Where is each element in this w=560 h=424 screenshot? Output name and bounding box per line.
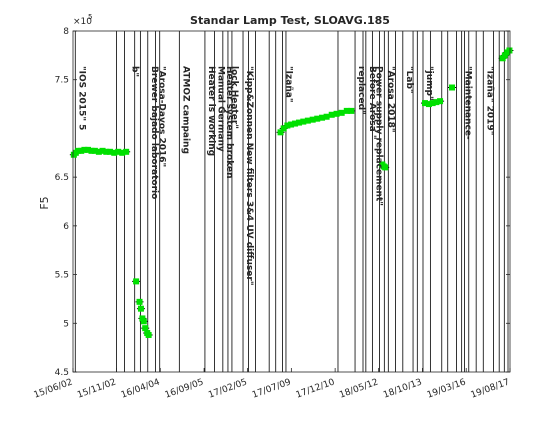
x-tick-label: 15/11/02 bbox=[76, 377, 117, 400]
data-point bbox=[284, 122, 291, 129]
data-point bbox=[142, 325, 149, 332]
annotation-label: Before Arosa " bbox=[367, 66, 377, 140]
y-tick-label: 5 bbox=[63, 319, 69, 329]
annotation-label: ATMOZ campaing bbox=[180, 66, 190, 154]
data-point bbox=[123, 148, 130, 155]
annotation-label: Heater system broken bbox=[224, 66, 234, 179]
y-tick-label: 8 bbox=[63, 27, 69, 37]
annotation-label: Heater is working bbox=[206, 66, 216, 156]
data-point bbox=[437, 98, 444, 105]
chart-title: Standar Lamp Test, SLOAVG.185 bbox=[190, 14, 390, 27]
data-point bbox=[300, 118, 307, 125]
annotation-label: "IOS 2015" 5 bbox=[76, 66, 86, 130]
annotation-label: "Izaña" bbox=[284, 66, 294, 103]
annotation-label: "Lab" bbox=[404, 66, 414, 94]
data-point bbox=[88, 147, 95, 154]
data-point bbox=[425, 101, 432, 108]
x-tick-label: 19/08/17 bbox=[470, 377, 511, 400]
data-point bbox=[140, 318, 147, 325]
data-point bbox=[145, 331, 152, 338]
x-tick-label: 16/09/05 bbox=[164, 377, 205, 400]
data-point bbox=[133, 278, 140, 285]
data-points bbox=[70, 47, 513, 338]
data-point bbox=[106, 148, 113, 155]
data-point bbox=[333, 110, 340, 117]
annotation-label: "Arosa 2018" bbox=[385, 66, 395, 133]
x-tick-label: 17/12/10 bbox=[295, 377, 337, 400]
y-axis-label: F5 bbox=[38, 196, 51, 209]
annotation-label: Power supply replacement" bbox=[373, 66, 383, 206]
data-point bbox=[319, 114, 326, 121]
y-exponent: ×10 5 bbox=[73, 13, 92, 27]
data-point bbox=[433, 99, 440, 106]
data-point bbox=[506, 47, 513, 54]
y-tick-label: 5.5 bbox=[55, 271, 69, 281]
data-point bbox=[75, 147, 82, 154]
data-point bbox=[348, 107, 355, 114]
data-point bbox=[119, 149, 126, 156]
data-point bbox=[91, 147, 98, 154]
y-tick-label: 6 bbox=[63, 222, 69, 232]
data-point bbox=[280, 125, 287, 132]
y-tick-label: 7.5 bbox=[55, 76, 69, 86]
annotation-label: b" bbox=[130, 66, 140, 77]
event-lines bbox=[74, 31, 509, 372]
x-ticks: 15/06/02 15/11/02 16/04/04 16/09/05 17/02/05… bbox=[33, 368, 511, 401]
data-point bbox=[421, 100, 428, 107]
data-point bbox=[95, 148, 102, 155]
data-point bbox=[288, 121, 295, 128]
annotations: "IOS 2015" 5 b" Brewer bajado laboratorio"… bbox=[76, 66, 494, 286]
data-point bbox=[309, 116, 316, 123]
data-point bbox=[78, 147, 85, 154]
data-point bbox=[323, 113, 330, 120]
data-point bbox=[111, 149, 118, 156]
x-tick-label: 17/02/05 bbox=[207, 377, 248, 400]
data-point bbox=[277, 129, 284, 136]
y-tick-label: 4.5 bbox=[55, 368, 69, 378]
data-point bbox=[136, 298, 143, 305]
data-point bbox=[99, 147, 106, 154]
y-exponent-power: 5 bbox=[88, 13, 92, 21]
x-tick-label: 18/10/13 bbox=[382, 377, 423, 400]
data-point bbox=[296, 119, 303, 126]
x-tick-label: 18/05/12 bbox=[338, 377, 379, 400]
y-tick-label: 6.5 bbox=[55, 173, 69, 183]
annotation-label: Manual Germany bbox=[216, 66, 226, 152]
annotation-label: replaced" bbox=[356, 66, 366, 115]
data-point bbox=[338, 109, 345, 116]
data-point bbox=[304, 117, 311, 124]
y-exponent-base: ×10 bbox=[73, 17, 92, 27]
annotation-label: "jump" bbox=[424, 66, 434, 101]
data-point bbox=[314, 115, 321, 122]
data-point bbox=[343, 107, 350, 114]
x-tick-label: 15/06/02 bbox=[33, 377, 74, 400]
data-point bbox=[85, 146, 92, 153]
x-tick-label: 17/07/09 bbox=[251, 377, 293, 400]
data-point bbox=[448, 84, 455, 91]
data-point bbox=[81, 146, 88, 153]
data-point bbox=[292, 120, 299, 127]
annotation-label: "Kipp&Zonnen New filters 3&4 UV diffuser… bbox=[244, 66, 254, 286]
data-point bbox=[328, 111, 335, 118]
x-tick-label: 16/04/04 bbox=[120, 377, 162, 400]
data-point bbox=[429, 100, 436, 107]
annotation-label: Brewer bajado laboratorio bbox=[149, 66, 159, 199]
data-point bbox=[382, 164, 389, 171]
data-point bbox=[115, 148, 122, 155]
y-ticks: 4.5 5 5.5 6 6.5 7.5 8 bbox=[55, 27, 510, 378]
annotation-label: "Arosa-Davos 2016" bbox=[156, 66, 166, 167]
data-point bbox=[137, 305, 144, 312]
annotation-label: "Maintenance- bbox=[463, 66, 473, 140]
annotation-label: "Izaña" 2019" bbox=[484, 66, 494, 135]
annotation-label: lock Heater" bbox=[229, 66, 239, 129]
x-tick-label: 19/03/16 bbox=[426, 377, 468, 400]
data-point bbox=[103, 148, 110, 155]
